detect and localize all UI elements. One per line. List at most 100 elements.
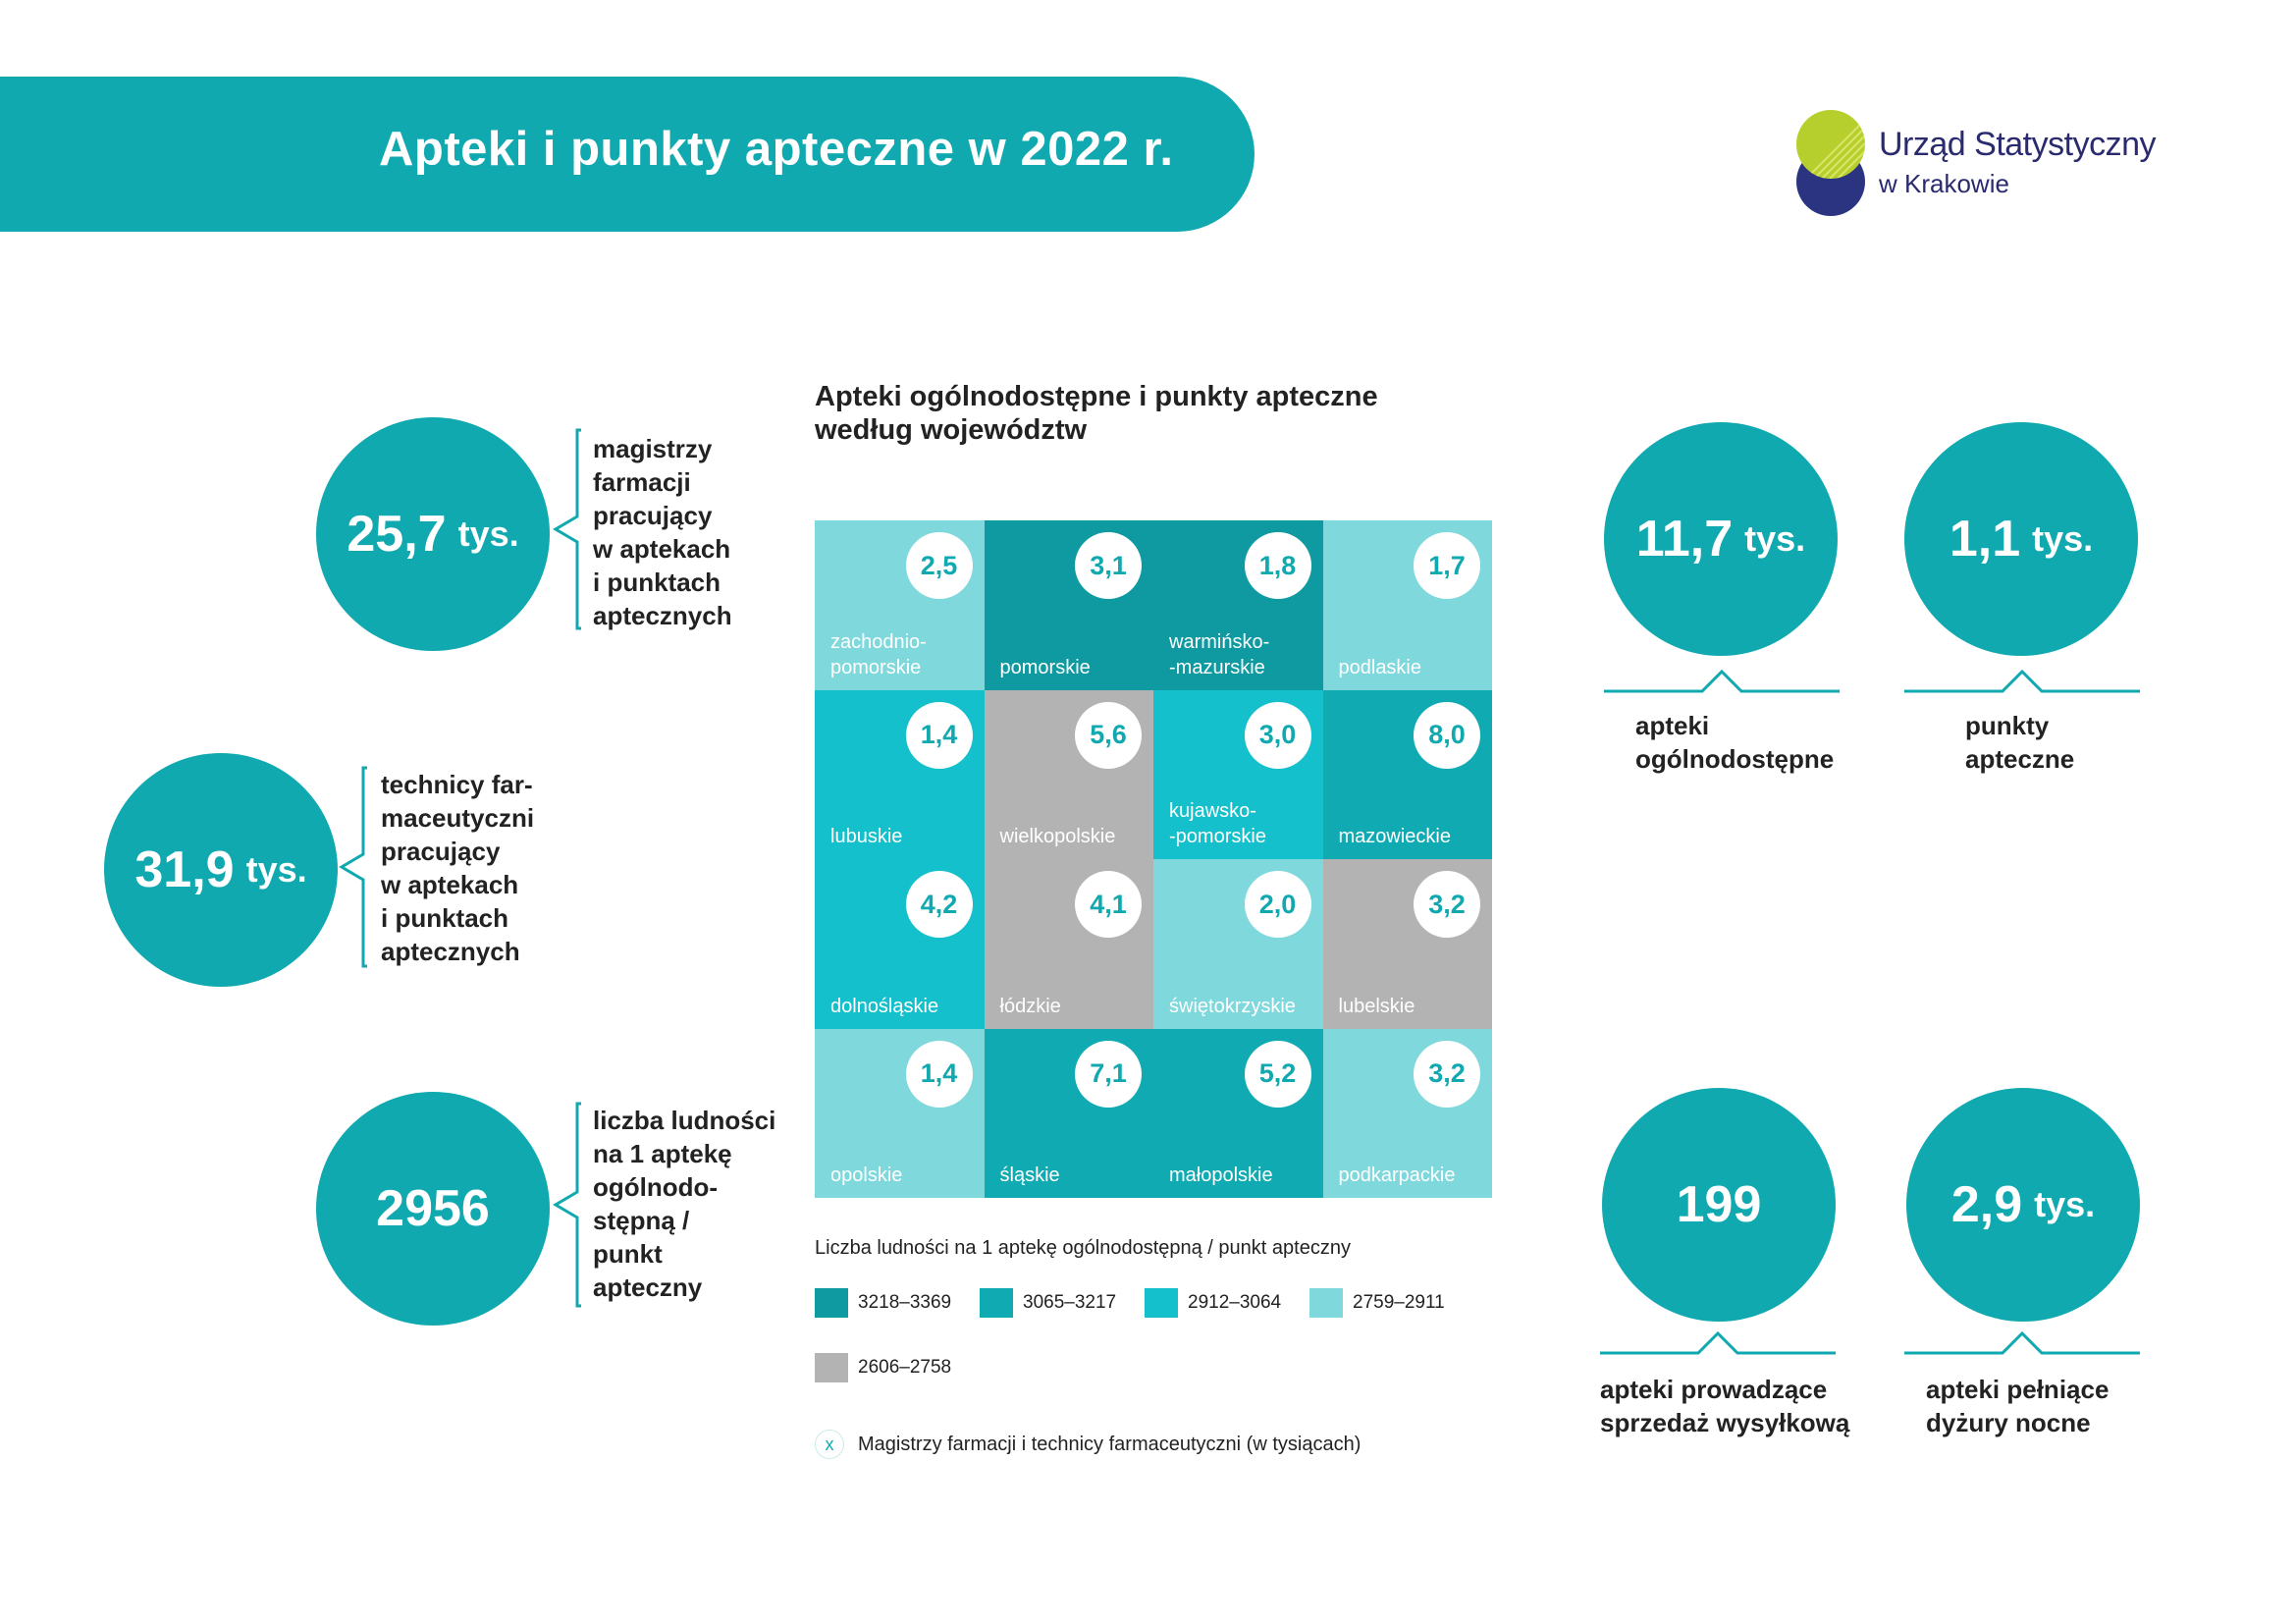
voivodeship-grid: 2,5 zachodnio- pomorskie 3,1 pomorskie 1,8 wa… bbox=[815, 520, 1492, 1198]
label-line: dyżury nocne bbox=[1926, 1408, 2091, 1437]
cell-region-name: mazowieckie bbox=[1338, 826, 1451, 847]
cell-value-bubble: 4,1 bbox=[1075, 871, 1142, 938]
stat-unit: tys. bbox=[2034, 1184, 2096, 1224]
label-line: stępną / bbox=[593, 1206, 690, 1235]
label-line: apteki pełniące bbox=[1926, 1375, 2109, 1404]
logo-subtitle: w Krakowie bbox=[1879, 169, 2009, 198]
cell-region-name: małopolskie bbox=[1169, 1164, 1273, 1186]
legend-swatch bbox=[815, 1288, 848, 1318]
cell-value-bubble: 1,7 bbox=[1414, 532, 1480, 599]
legend-item: 3218–3369 bbox=[815, 1288, 951, 1318]
logo-stripes-icon bbox=[1796, 110, 1865, 179]
logo: Urząd Statystyczny w Krakowie bbox=[1789, 108, 2156, 226]
stat-circle-pharmacy-points: 1,1 tys. bbox=[1904, 422, 2138, 656]
logo-name: Urząd Statystyczny bbox=[1879, 126, 2156, 163]
cell-region-name: lubelskie bbox=[1338, 995, 1415, 1017]
cell-value-bubble: 5,6 bbox=[1075, 701, 1142, 769]
cell-value-bubble: 2,0 bbox=[1244, 871, 1311, 938]
voivodeship-cell: 3,2 podkarpackie bbox=[1322, 1028, 1492, 1198]
brace-icon bbox=[553, 428, 581, 630]
cell-value-bubble: 1,4 bbox=[905, 1040, 973, 1108]
stat-value: 2,9 bbox=[1950, 1176, 2023, 1233]
cell-value-bubble: 3,1 bbox=[1075, 532, 1142, 599]
cell-region-name: pomorskie bbox=[999, 656, 1091, 678]
cell-region-name: kujawsko- -pomorskie bbox=[1169, 800, 1266, 847]
cell-region-name: zachodnio- pomorskie bbox=[830, 630, 927, 678]
voivodeship-cell: 2,0 świętokrzyskie bbox=[1153, 859, 1323, 1029]
stat-unit: tys. bbox=[1744, 518, 1806, 559]
pointer-line-icon bbox=[1904, 669, 2140, 693]
legend-note: x Magistrzy farmacji i technicy farmaceu… bbox=[815, 1430, 1361, 1459]
legend-item: 2606–2758 bbox=[815, 1353, 951, 1382]
cell-region-name: łódzkie bbox=[999, 995, 1061, 1017]
legend-label: 2759–2911 bbox=[1353, 1292, 1445, 1313]
legend-swatch bbox=[980, 1288, 1013, 1318]
note-text: Magistrzy farmacji i technicy farmaceuty… bbox=[858, 1433, 1362, 1455]
stat-label-pharmacy-points: punkty apteczne bbox=[1965, 709, 2074, 776]
stat-unit: tys. bbox=[457, 514, 519, 554]
label-line: liczba ludności bbox=[593, 1106, 776, 1135]
logo-circle-lime bbox=[1796, 110, 1865, 179]
stat-value: 25,7 bbox=[347, 506, 447, 563]
cell-value-bubble: 8,0 bbox=[1414, 701, 1480, 769]
label-line: magistrzy bbox=[593, 434, 713, 463]
label-line: ogólnodostępne bbox=[1635, 744, 1835, 774]
voivodeship-cell: 1,8 warmińsko- -mazurskie bbox=[1153, 520, 1323, 690]
legend-label: 2606–2758 bbox=[858, 1357, 952, 1378]
label-line: w aptekach bbox=[381, 870, 519, 899]
voivodeship-cell: 8,0 mazowieckie bbox=[1322, 689, 1492, 859]
label-line: pracujący bbox=[593, 501, 713, 530]
label-line: apteki prowadzące bbox=[1600, 1375, 1828, 1404]
stat-unit: tys. bbox=[245, 849, 307, 890]
pointer-line-icon bbox=[1904, 1330, 2140, 1355]
label-line: ogólnodo- bbox=[593, 1172, 719, 1202]
stat-label-pharmacists: magistrzy farmacji pracujący w aptekach … bbox=[593, 432, 732, 632]
voivodeship-cell: 4,2 dolnośląskie bbox=[815, 859, 985, 1029]
stat-value: 2956 bbox=[376, 1180, 490, 1237]
legend-label: 3218–3369 bbox=[858, 1292, 952, 1313]
label-line: sprzedaż wysyłkową bbox=[1600, 1408, 1850, 1437]
voivodeship-cell: 2,5 zachodnio- pomorskie bbox=[815, 520, 985, 690]
label-line: aptecznych bbox=[593, 601, 732, 630]
label-line: apteki bbox=[1635, 711, 1710, 740]
legend-swatch bbox=[1145, 1288, 1178, 1318]
voivodeship-cell: 5,6 wielkopolskie bbox=[984, 689, 1153, 859]
page-title: Apteki i punkty apteczne w 2022 r. bbox=[379, 123, 1174, 176]
stat-circle-public-pharmacies: 11,7 tys. bbox=[1604, 422, 1838, 656]
cell-value-bubble: 2,5 bbox=[905, 532, 973, 599]
brace-icon bbox=[339, 766, 367, 968]
cell-region-name: dolnośląskie bbox=[830, 995, 939, 1017]
stat-label-mail-order: apteki prowadzące sprzedaż wysyłkową bbox=[1600, 1373, 1849, 1439]
voivodeship-cell: 4,1 łódzkie bbox=[984, 859, 1153, 1029]
stat-label-technicians: technicy far- maceutyczni pracujący w ap… bbox=[381, 768, 534, 968]
voivodeship-cell: 5,2 małopolskie bbox=[1153, 1028, 1323, 1198]
legend-label: 3065–3217 bbox=[1023, 1292, 1117, 1313]
stat-label-public-pharmacies: apteki ogólnodostępne bbox=[1635, 709, 1834, 776]
label-line: maceutyczni bbox=[381, 803, 535, 833]
stat-value: 1,1 bbox=[1949, 511, 2021, 568]
pointer-line-icon bbox=[1604, 669, 1840, 693]
cell-value-bubble: 3,2 bbox=[1414, 1040, 1480, 1108]
cell-value-bubble: 1,4 bbox=[905, 701, 973, 769]
legend-swatch bbox=[1309, 1288, 1343, 1318]
note-symbol: x bbox=[815, 1430, 844, 1459]
cell-value-bubble: 1,8 bbox=[1244, 532, 1311, 599]
stat-label-night-duty: apteki pełniące dyżury nocne bbox=[1926, 1373, 2109, 1439]
label-line: apteczny bbox=[593, 1272, 703, 1302]
stat-value: 199 bbox=[1676, 1176, 1762, 1233]
legend-item: 2912–3064 bbox=[1145, 1288, 1281, 1318]
label-line: i punktach bbox=[593, 568, 721, 597]
legend-label: 2912–3064 bbox=[1188, 1292, 1282, 1313]
legend-item: 2759–2911 bbox=[1309, 1288, 1445, 1318]
label-line: punkt bbox=[593, 1239, 663, 1269]
pointer-line-icon bbox=[1600, 1330, 1836, 1355]
header-banner bbox=[0, 77, 1255, 232]
stat-circle-technicians: 31,9 tys. bbox=[104, 753, 338, 987]
cell-value-bubble: 7,1 bbox=[1075, 1040, 1142, 1108]
stat-circle-pharmacists: 25,7 tys. bbox=[316, 417, 550, 651]
label-line: apteczne bbox=[1965, 744, 2075, 774]
voivodeship-cell: 1,7 podlaskie bbox=[1322, 520, 1492, 690]
legend-swatch bbox=[815, 1353, 848, 1382]
label-line: pracujący bbox=[381, 837, 501, 866]
cell-value-bubble: 3,2 bbox=[1414, 871, 1480, 938]
